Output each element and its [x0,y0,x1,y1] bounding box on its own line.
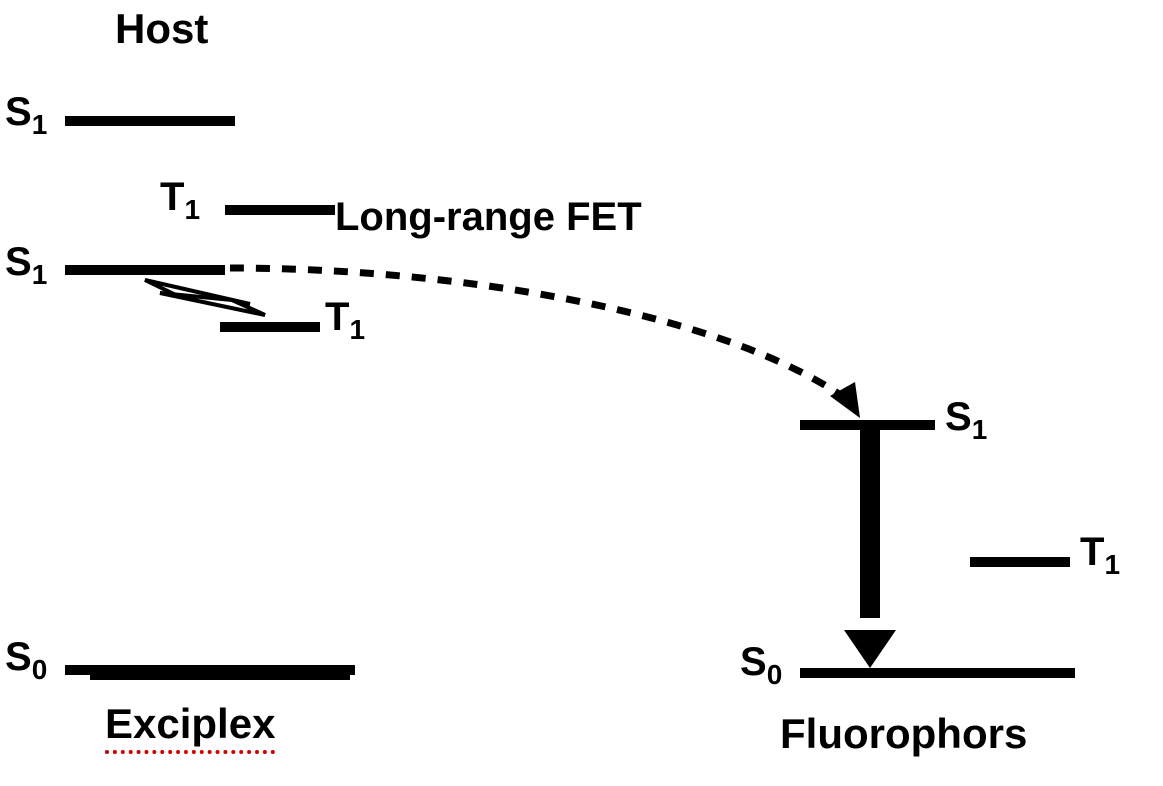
exciplex-t1-level [220,322,320,332]
isc-arrow-upper [145,280,250,304]
fluoro-s0-label: S0 [740,640,782,691]
exciplex-s1-level [65,265,225,275]
exciplex-s0-level-b [90,674,350,680]
fluoro-s1-level [800,420,935,430]
host-t1-label: T1 [160,175,200,226]
host-t1-level [225,205,335,215]
fluorophors-title: Fluorophors [780,710,1027,758]
fluoro-t1-level [970,557,1070,567]
exciplex-s1-label: S1 [5,240,47,291]
fluoro-s0-level [800,668,1075,678]
exciplex-title-text: Exciplex [105,700,275,747]
fluoro-s1-label: S1 [945,395,987,446]
fet-curve [230,268,848,400]
isc-arrow-lower [160,293,265,315]
host-title: Host [115,5,208,53]
emission-arrowhead [844,630,896,668]
fet-label-text: Long-range FET [335,195,642,239]
exciplex-s0-label: S0 [5,635,47,686]
fet-arrowhead [830,382,860,418]
fluoro-t1-label: T1 [1080,530,1120,581]
exciplex-t1-label: T1 [325,295,365,346]
exciplex-title: Exciplex [105,700,275,754]
host-s1-level [65,116,235,126]
host-title-text: Host [115,5,208,52]
fet-label: Long-range FET [335,195,642,240]
fluorophors-title-text: Fluorophors [780,710,1027,757]
host-s1-label: S1 [5,90,47,141]
